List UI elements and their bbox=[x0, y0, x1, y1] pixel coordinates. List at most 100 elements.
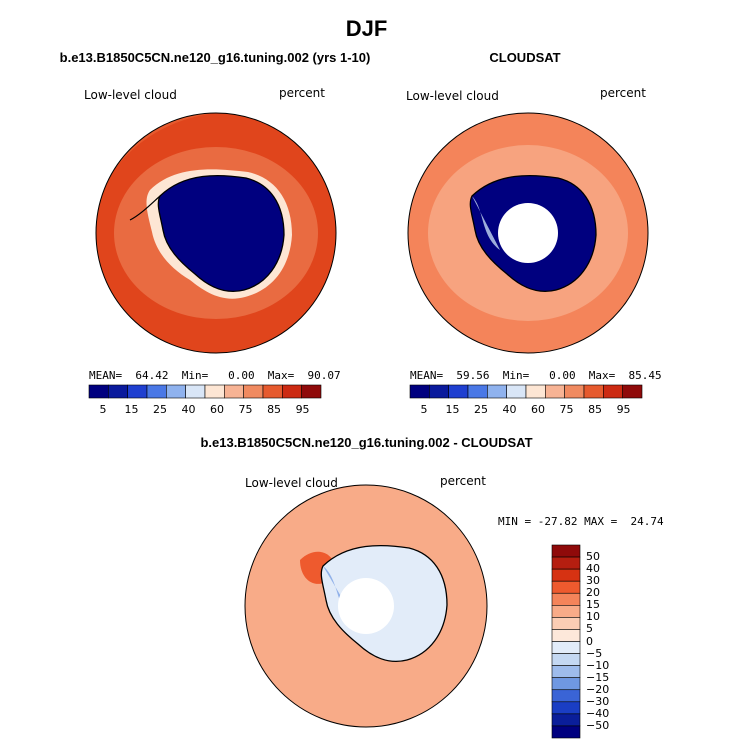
colorbar-cell bbox=[429, 384, 449, 399]
colorbar-cell bbox=[224, 384, 244, 399]
model-colorbar bbox=[88, 384, 322, 399]
colorbar-tick-label: 75 bbox=[238, 403, 253, 416]
colorbar-tick-label: 85 bbox=[588, 403, 603, 416]
colorbar-cell bbox=[185, 384, 206, 399]
diff-field-label: Low-level cloud bbox=[245, 476, 338, 490]
obs-polar-gap bbox=[498, 203, 558, 263]
colorbar-tick-label: −20 bbox=[586, 682, 610, 696]
model-antarctica bbox=[158, 175, 284, 292]
colorbar-cell bbox=[108, 384, 128, 399]
colorbar-tick-label: −50 bbox=[586, 718, 610, 732]
colorbar-cell bbox=[127, 384, 148, 399]
diff-panel-title: b.e13.B1850C5CN.ne120_g16.tuning.002 - C… bbox=[200, 435, 533, 450]
colorbar-cell bbox=[409, 384, 430, 399]
colorbar-cell bbox=[564, 384, 585, 399]
main-title: DJF bbox=[345, 16, 388, 41]
colorbar-cell bbox=[525, 384, 546, 399]
colorbar-cell bbox=[551, 677, 581, 691]
obs-coastline bbox=[469, 174, 597, 292]
colorbar-cell bbox=[551, 592, 581, 606]
colorbar-tick-label: 50 bbox=[586, 550, 600, 564]
colorbar-cell bbox=[551, 641, 581, 654]
colorbar-tick-label: 15 bbox=[586, 598, 600, 612]
colorbar-tick-label: −10 bbox=[586, 658, 610, 672]
colorbar-tick-label: 95 bbox=[616, 403, 631, 416]
colorbar-cell bbox=[551, 605, 581, 618]
model-stats: MEAN= 64.42 Min= 0.00 Max= 90.07 bbox=[89, 369, 341, 382]
colorbar-cell bbox=[583, 384, 604, 399]
diff-map-border bbox=[244, 484, 488, 728]
colorbar-cell bbox=[88, 384, 109, 399]
model-map-border bbox=[95, 112, 337, 354]
colorbar-cell bbox=[301, 384, 322, 399]
colorbar-cell bbox=[448, 384, 469, 399]
model-coastline bbox=[157, 174, 285, 292]
model-peninsula bbox=[129, 195, 161, 221]
obs-polar-map bbox=[407, 112, 649, 354]
colorbar-tick-label: 40 bbox=[181, 403, 196, 416]
colorbar-tick-label: 75 bbox=[559, 403, 574, 416]
colorbar-cell bbox=[204, 384, 225, 399]
colorbar-cell bbox=[551, 580, 581, 594]
colorbar-tick-label: 85 bbox=[267, 403, 282, 416]
obs-field-label: Low-level cloud bbox=[406, 89, 499, 103]
colorbar-cell bbox=[551, 629, 581, 642]
colorbar-tick-label: 15 bbox=[124, 403, 139, 416]
model-units-label: percent bbox=[279, 86, 325, 100]
colorbar-cell bbox=[551, 701, 581, 715]
diff-stats: MIN = -27.82 MAX = 24.74 bbox=[498, 515, 664, 528]
colorbar-tick-label: −5 bbox=[586, 646, 603, 660]
colorbar-cell bbox=[467, 384, 488, 399]
colorbar-tick-label: −30 bbox=[586, 694, 610, 708]
model-polar-map bbox=[95, 112, 337, 354]
colorbar-cell bbox=[551, 556, 581, 570]
colorbar-tick-label: 25 bbox=[153, 403, 168, 416]
diff-polar-map bbox=[244, 484, 488, 728]
colorbar-cell bbox=[487, 384, 507, 399]
colorbar-tick-label: 5 bbox=[420, 403, 428, 416]
colorbar-cell bbox=[146, 384, 167, 399]
colorbar-tick-label: 40 bbox=[502, 403, 517, 416]
colorbar-tick-label: 10 bbox=[586, 610, 600, 624]
colorbar-cell bbox=[551, 713, 581, 727]
colorbar-cell bbox=[545, 384, 565, 399]
colorbar-tick-label: 30 bbox=[586, 574, 600, 588]
colorbar-tick-label: −15 bbox=[586, 670, 610, 684]
diff-units-label: percent bbox=[440, 474, 486, 488]
colorbar-cell bbox=[603, 384, 623, 399]
colorbar-cell bbox=[551, 653, 581, 666]
colorbar-cell bbox=[551, 617, 581, 630]
colorbar-cell bbox=[551, 725, 581, 739]
colorbar-cell bbox=[506, 384, 527, 399]
diff-colorbar bbox=[551, 544, 581, 739]
diff-polar-gap bbox=[338, 578, 394, 634]
colorbar-cell bbox=[551, 689, 581, 703]
colorbar-tick-label: 25 bbox=[474, 403, 489, 416]
obs-stats: MEAN= 59.56 Min= 0.00 Max= 85.45 bbox=[410, 369, 662, 382]
model-field-label: Low-level cloud bbox=[84, 88, 177, 102]
obs-map-border bbox=[407, 112, 649, 354]
colorbar-cell bbox=[551, 544, 581, 558]
colorbar-tick-label: 5 bbox=[99, 403, 107, 416]
colorbar-tick-label: 95 bbox=[295, 403, 310, 416]
colorbar-tick-label: 0 bbox=[586, 634, 593, 648]
obs-colorbar bbox=[409, 384, 643, 399]
obs-west-band bbox=[472, 196, 500, 250]
colorbar-cell bbox=[243, 384, 264, 399]
colorbar-cell bbox=[551, 665, 581, 678]
diff-coastline bbox=[320, 544, 448, 662]
colorbar-cell bbox=[622, 384, 643, 399]
colorbar-tick-label: 60 bbox=[210, 403, 225, 416]
obs-panel-title: CLOUDSAT bbox=[489, 50, 561, 65]
colorbar-cell bbox=[282, 384, 302, 399]
colorbar-cell bbox=[166, 384, 186, 399]
colorbar-cell bbox=[262, 384, 283, 399]
colorbar-tick-label: 20 bbox=[586, 586, 600, 600]
colorbar-cell bbox=[551, 568, 581, 582]
colorbar-tick-label: 5 bbox=[586, 622, 593, 636]
colorbar-tick-label: 15 bbox=[445, 403, 460, 416]
colorbar-tick-label: 40 bbox=[586, 562, 600, 576]
colorbar-tick-label: 60 bbox=[531, 403, 546, 416]
model-panel-title: b.e13.B1850C5CN.ne120_g16.tuning.002 (yr… bbox=[59, 50, 371, 65]
